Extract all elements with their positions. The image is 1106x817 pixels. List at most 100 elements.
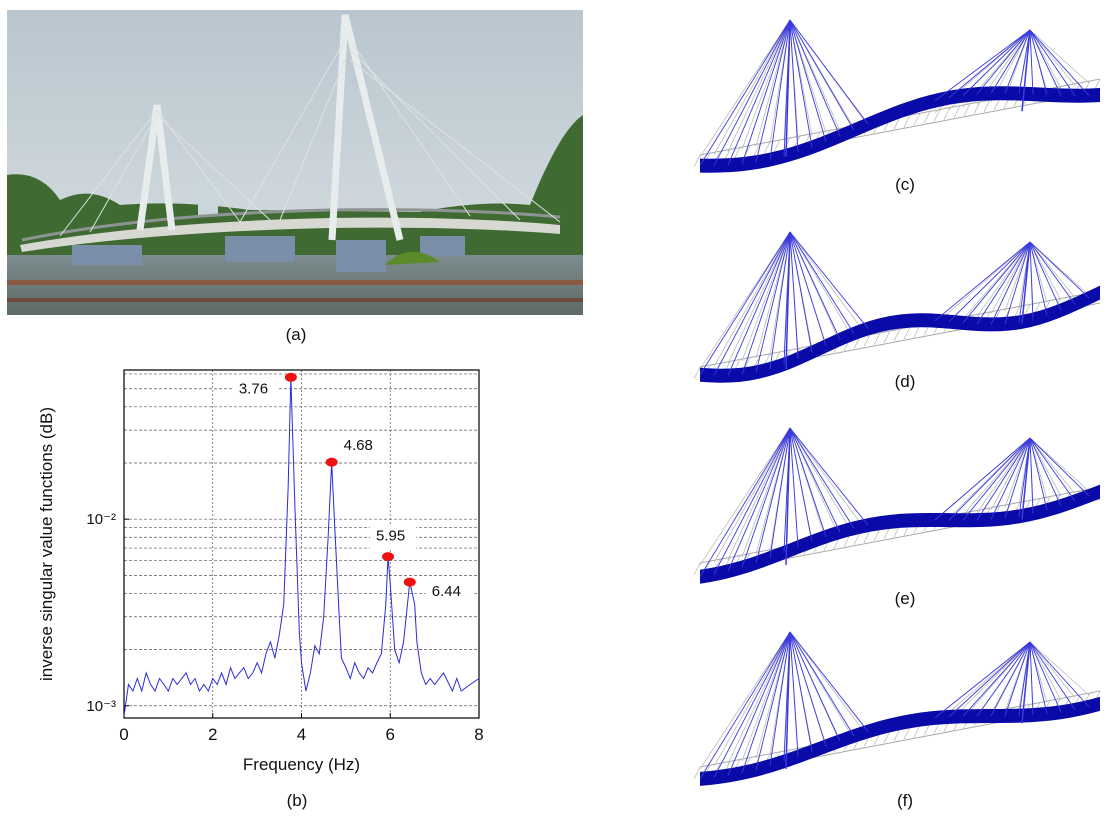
cable <box>741 631 791 774</box>
deformed-deck <box>700 86 1100 173</box>
cable <box>789 427 841 533</box>
cable <box>789 631 869 738</box>
cable <box>962 437 1031 516</box>
deck-tie <box>893 116 901 130</box>
cable <box>962 241 1031 324</box>
cable <box>789 231 855 334</box>
cable <box>699 427 791 566</box>
cable <box>769 427 791 558</box>
cable <box>741 231 791 375</box>
cable <box>789 631 799 757</box>
cable <box>1029 437 1048 511</box>
cable <box>789 231 827 346</box>
cable <box>1029 29 1062 96</box>
tower <box>1021 241 1031 324</box>
panel-label: (d) <box>895 372 916 391</box>
cable <box>990 241 1031 314</box>
y-axis-label: inverse singular value functions (dB) <box>37 407 56 681</box>
deformed-deck <box>700 484 1100 584</box>
cable <box>976 641 1031 717</box>
cable <box>789 631 827 747</box>
cable <box>789 19 869 125</box>
tower <box>1021 437 1031 520</box>
cable <box>755 19 791 163</box>
deck-tie <box>903 726 911 740</box>
panel-label: (c) <box>895 175 915 194</box>
cable <box>1029 241 1034 320</box>
cable <box>789 427 869 526</box>
cable <box>789 427 869 534</box>
cable <box>727 19 791 152</box>
cable <box>1029 29 1062 89</box>
cable <box>1029 641 1062 713</box>
cable <box>1029 641 1090 696</box>
cable <box>1004 29 1031 94</box>
cable <box>727 631 791 776</box>
cable <box>934 437 1031 521</box>
cable <box>789 231 841 340</box>
peak-marker <box>382 552 395 562</box>
cable <box>1029 641 1076 711</box>
cable <box>789 19 841 137</box>
cable <box>1029 437 1034 514</box>
mode-shapes <box>693 19 1101 786</box>
cable <box>934 29 1031 102</box>
cable <box>741 427 791 568</box>
cable <box>741 19 791 150</box>
cable <box>1029 241 1076 299</box>
label-box <box>232 377 279 402</box>
deck-tie <box>863 334 871 347</box>
deck-tie <box>853 532 861 545</box>
cable <box>789 19 799 153</box>
peak-label: 6.44 <box>432 583 461 600</box>
cable <box>727 231 791 376</box>
cable <box>789 231 869 338</box>
x-tick-label: 6 <box>386 725 395 744</box>
cable <box>1029 241 1076 305</box>
peak-marker <box>284 372 297 382</box>
cable <box>962 437 1031 521</box>
cable <box>1029 29 1076 87</box>
cable <box>1004 241 1031 312</box>
cable <box>755 631 791 759</box>
cable <box>699 19 791 166</box>
cable <box>976 437 1031 513</box>
label-box <box>425 580 472 605</box>
cable <box>1029 641 1062 701</box>
cable <box>948 241 1031 323</box>
deck-tie <box>693 154 701 168</box>
cable <box>1029 437 1090 497</box>
cable <box>755 19 791 147</box>
x-tick-label: 8 <box>474 725 483 744</box>
cable <box>789 427 827 537</box>
deck-tie <box>893 328 901 342</box>
cable <box>713 231 791 376</box>
deck-tie <box>873 332 881 346</box>
cable <box>699 631 791 780</box>
cable <box>976 437 1031 521</box>
cable <box>699 231 791 370</box>
panel-label: (a) <box>286 325 307 344</box>
cable <box>1029 29 1034 95</box>
cable <box>1029 241 1048 316</box>
cable <box>990 241 1031 325</box>
cable <box>713 19 791 155</box>
cable <box>727 19 791 166</box>
panel-label: (e) <box>895 589 916 608</box>
tower <box>1021 29 1031 112</box>
cable <box>789 631 869 732</box>
cable <box>789 19 813 148</box>
cable <box>990 437 1031 510</box>
cable <box>789 427 855 536</box>
cable <box>1029 29 1076 96</box>
plot-frame <box>123 369 480 719</box>
deck-tie <box>693 766 701 780</box>
cable <box>789 427 813 542</box>
cable <box>789 631 855 737</box>
y-tick-label: 10⁻³ <box>86 698 116 715</box>
cable <box>1029 241 1048 304</box>
deck-tie <box>903 114 911 128</box>
cable <box>699 427 791 577</box>
cable <box>727 231 791 364</box>
